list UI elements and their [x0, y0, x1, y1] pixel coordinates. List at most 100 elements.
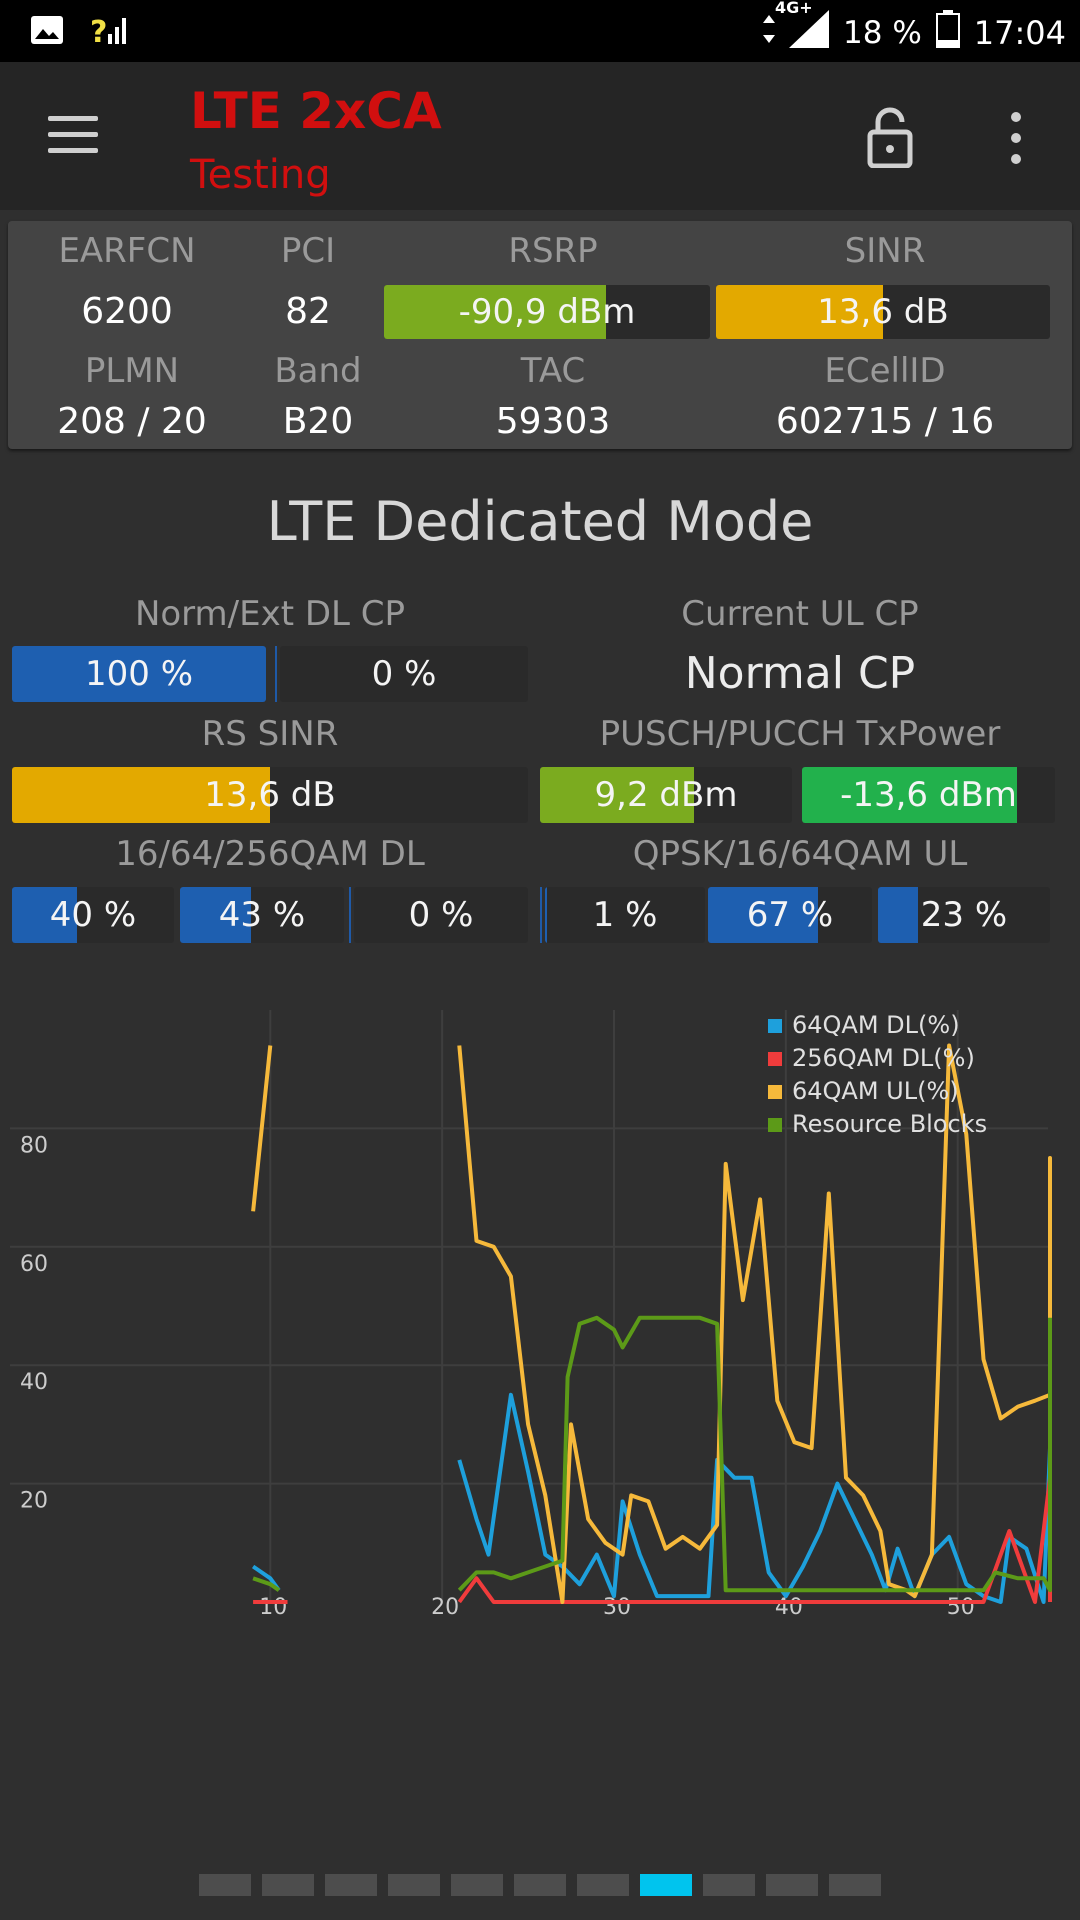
- band-value: B20: [282, 401, 354, 442]
- divider: [540, 887, 542, 943]
- sinr-label: SINR: [844, 231, 926, 271]
- page-dot[interactable]: [766, 1874, 818, 1896]
- more-options-icon[interactable]: [1006, 112, 1026, 164]
- qam64-ul-fill: [878, 887, 918, 943]
- battery-icon: [935, 10, 960, 56]
- qam256-dl-value: 0 %: [408, 895, 474, 935]
- app-subtitle: Testing: [190, 152, 331, 198]
- x-tick-label: 20: [431, 1595, 459, 1620]
- pusch-bar: 9,2 dBm: [540, 767, 792, 823]
- page-dot[interactable]: [388, 1874, 440, 1896]
- chart-canvas: 10 20 30 40 50 20 40 60 80 64QAM DL(%) 256QAM DL(%…: [10, 1010, 1052, 1620]
- tac-value: 59303: [495, 401, 611, 442]
- page-dot[interactable]: [703, 1874, 755, 1896]
- svg-text:?: ?: [90, 15, 107, 48]
- cell-info-panel: EARFCN PCI RSRP SINR 6200 82 -90,9 dBm 1…: [8, 221, 1072, 449]
- ul-cp-value: Normal CP: [684, 648, 916, 699]
- ecellid-label: ECellID: [824, 351, 946, 391]
- status-bar: ? 4G+ 18 % 17:04: [0, 0, 1080, 62]
- qam64-dl-bar: 43 %: [180, 887, 344, 943]
- qam16-dl-value: 40 %: [49, 895, 137, 935]
- series-line-1: [253, 1475, 1052, 1604]
- plmn-label: PLMN: [84, 351, 180, 391]
- qpsk-ul-fill: [545, 887, 547, 943]
- dl-cp-normal-value: 100 %: [84, 654, 193, 694]
- dl-cp-ext-value: 0 %: [371, 654, 437, 694]
- lock-icon[interactable]: [866, 104, 914, 169]
- sinr-value: 13,6 dB: [817, 292, 949, 332]
- image-icon: [30, 15, 64, 49]
- page-dot[interactable]: [514, 1874, 566, 1896]
- clock: 17:04: [973, 14, 1066, 52]
- dl-cp-ext-bar: 0 %: [280, 646, 528, 702]
- data-arrows-icon: [763, 15, 776, 51]
- page-dot[interactable]: [640, 1874, 692, 1896]
- pci-value: 82: [285, 291, 331, 332]
- qam16-ul-value: 67 %: [746, 895, 834, 935]
- page-dot[interactable]: [325, 1874, 377, 1896]
- legend-label: 256QAM DL(%): [792, 1044, 975, 1072]
- qam256-dl-bar: 0 %: [354, 887, 528, 943]
- rsrp-bar: -90,9 dBm: [384, 285, 710, 339]
- hamburger-menu-icon[interactable]: [48, 116, 98, 156]
- page-indicator: [199, 1874, 881, 1898]
- earfcn-label: EARFCN: [58, 231, 196, 271]
- qam-dl-label: 16/64/256QAM DL: [115, 834, 425, 874]
- pusch-value: 9,2 dBm: [594, 775, 738, 815]
- band-label: Band: [274, 351, 362, 391]
- legend-label: 64QAM UL(%): [792, 1077, 959, 1105]
- qpsk-ul-bar: 1 %: [545, 887, 705, 943]
- legend-swatch: [768, 1052, 782, 1066]
- qam64-dl-value: 43 %: [218, 895, 306, 935]
- qam-ul-label: QPSK/16/64QAM UL: [632, 834, 968, 874]
- page-dot[interactable]: [451, 1874, 503, 1896]
- qpsk-ul-value: 1 %: [592, 895, 658, 935]
- qam64-dl-fill: [180, 887, 251, 943]
- rs-sinr-label: RS SINR: [201, 714, 339, 754]
- earfcn-value: 6200: [81, 291, 173, 332]
- qam16-dl-bar: 40 %: [12, 887, 174, 943]
- qam16-ul-fill: [708, 887, 818, 943]
- series-line-2: [251, 1043, 1052, 1604]
- pucch-fill: [802, 767, 1018, 823]
- rsrp-value: -90,9 dBm: [458, 292, 636, 332]
- pusch-fill: [540, 767, 694, 823]
- legend-label: Resource Blocks: [792, 1110, 987, 1138]
- signal-icon: 4G+: [775, 0, 830, 56]
- pci-label: PCI: [280, 231, 336, 271]
- divider: [275, 646, 277, 702]
- y-tick-label: 60: [20, 1252, 48, 1277]
- rs-sinr-value: 13,6 dB: [204, 775, 336, 815]
- legend-swatch: [768, 1118, 782, 1132]
- y-tick-label: 20: [20, 1489, 48, 1514]
- app-bar: LTE 2xCA Testing: [0, 62, 1080, 210]
- legend-swatch: [768, 1085, 782, 1099]
- tac-label: TAC: [520, 351, 586, 391]
- no-sim-signal-icon: ?: [90, 12, 130, 52]
- ul-cp-label: Current UL CP: [681, 594, 919, 634]
- dl-cp-label: Norm/Ext DL CP: [134, 594, 406, 634]
- page-dot[interactable]: [262, 1874, 314, 1896]
- page-dot[interactable]: [577, 1874, 629, 1896]
- sinr-bar: 13,6 dB: [716, 285, 1050, 339]
- txpower-label: PUSCH/PUCCH TxPower: [599, 714, 1001, 754]
- y-tick-label: 80: [20, 1133, 48, 1158]
- network-type-label: 4G+: [775, 0, 813, 17]
- rsrp-bar-fill: [384, 285, 606, 339]
- qam16-dl-fill: [12, 887, 77, 943]
- qam64-ul-value: 23 %: [920, 895, 1008, 935]
- page-dot[interactable]: [199, 1874, 251, 1896]
- legend-label: 64QAM DL(%): [792, 1011, 960, 1039]
- legend-swatch: [768, 1019, 782, 1033]
- x-tick-label: 40: [775, 1595, 803, 1620]
- rsrp-label: RSRP: [508, 231, 598, 271]
- page-dot[interactable]: [829, 1874, 881, 1896]
- sinr-bar-fill: [716, 285, 883, 339]
- dl-cp-normal-bar: 100 %: [12, 646, 266, 702]
- plmn-value: 208 / 20: [57, 401, 207, 442]
- pucch-bar: -13,6 dBm: [802, 767, 1055, 823]
- pucch-value: -13,6 dBm: [840, 775, 1017, 815]
- section-title: LTE Dedicated Mode: [266, 490, 814, 553]
- qam64-ul-bar: 23 %: [878, 887, 1050, 943]
- ecellid-value: 602715 / 16: [775, 401, 995, 442]
